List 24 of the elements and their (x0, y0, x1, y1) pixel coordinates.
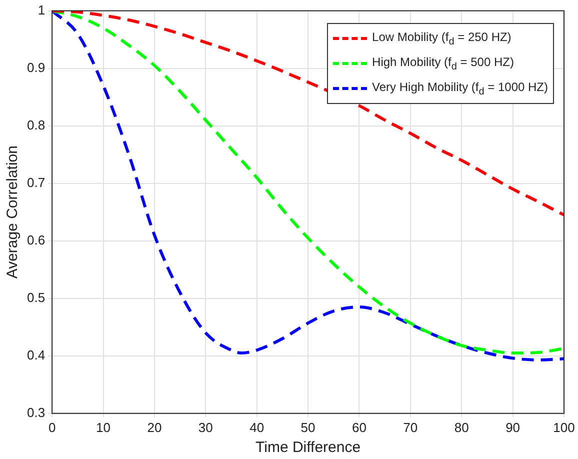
y-axis-title: Average Correlation (4, 146, 22, 279)
legend-label: Low Mobility (f$_{d}$ = 250 HZ) (372, 30, 512, 47)
x-tick-label: 90 (506, 420, 520, 435)
x-tick-label: 60 (352, 420, 366, 435)
x-tick-label: 70 (403, 420, 418, 435)
y-tick-label: 0.3 (26, 404, 46, 420)
x-tick-label: 50 (300, 420, 316, 435)
y-tick-label: 0.4 (26, 347, 46, 362)
x-tick-label: 80 (454, 420, 469, 435)
legend-label: High Mobility (f$_{d}$ = 500 HZ) (372, 54, 514, 72)
y-tick-label: 0.5 (26, 290, 46, 305)
legend-label: Very High Mobility (f$_{d}$ = 1000 HZ) (372, 80, 548, 97)
y-tick-label: 0.9 (26, 60, 46, 75)
y-tick-label: 0.7 (26, 174, 46, 190)
x-axis-title: Time Difference (256, 439, 361, 456)
x-tick-label: 20 (147, 420, 162, 435)
x-tick-label: 10 (96, 420, 110, 435)
x-tick-label: 100 (553, 420, 575, 435)
x-tick-label: 40 (250, 420, 264, 435)
x-tick-label: 30 (198, 420, 213, 435)
y-tick-label: 1 (38, 2, 46, 18)
x-tick-label: 0 (48, 420, 56, 435)
y-tick-label: 0.8 (26, 117, 46, 132)
y-tick-label: 0.6 (26, 232, 46, 248)
